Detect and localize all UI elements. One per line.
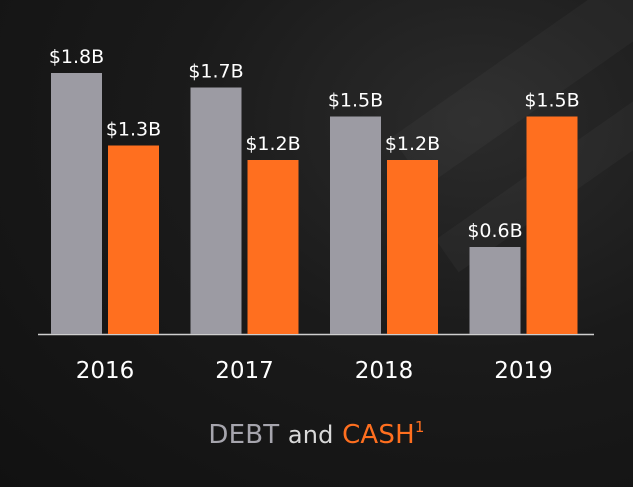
x-tick-label-2016: 2016: [76, 358, 135, 384]
bar-debt-2017: [190, 87, 242, 334]
legend-cash-label: CASH: [342, 420, 415, 450]
data-label-cash-2018: $1.2B: [385, 133, 440, 155]
bar-debt-2019: [469, 247, 521, 334]
legend: DEBT and CASH1: [0, 418, 633, 450]
bar-cash-2018: [387, 160, 438, 334]
legend-cash: CASH1: [342, 418, 425, 450]
footnote-marker: 1: [414, 418, 425, 436]
bar-debt-2016: [51, 73, 102, 334]
bar-cash-2019: [526, 116, 578, 334]
data-label-cash-2017: $1.2B: [245, 133, 300, 155]
bar-cash-2016: [108, 145, 159, 334]
data-label-debt-2016: $1.8B: [49, 46, 104, 68]
data-label-debt-2017: $1.7B: [188, 61, 243, 83]
data-label-cash-2019: $1.5B: [524, 90, 579, 112]
legend-debt: DEBT: [208, 420, 280, 450]
x-tick-label-2017: 2017: [215, 358, 274, 384]
data-label-debt-2019: $0.6B: [467, 220, 522, 242]
bar-chart: $1.8B$1.3B2016$1.7B$1.2B2017$1.5B$1.2B20…: [38, 46, 594, 384]
bar-debt-2018: [330, 116, 381, 334]
legend-and: and: [287, 421, 334, 449]
data-label-cash-2016: $1.3B: [106, 119, 161, 141]
x-tick-label-2019: 2019: [494, 358, 553, 384]
bar-cash-2017: [247, 160, 299, 334]
x-tick-label-2018: 2018: [355, 358, 414, 384]
data-label-debt-2018: $1.5B: [328, 90, 383, 112]
